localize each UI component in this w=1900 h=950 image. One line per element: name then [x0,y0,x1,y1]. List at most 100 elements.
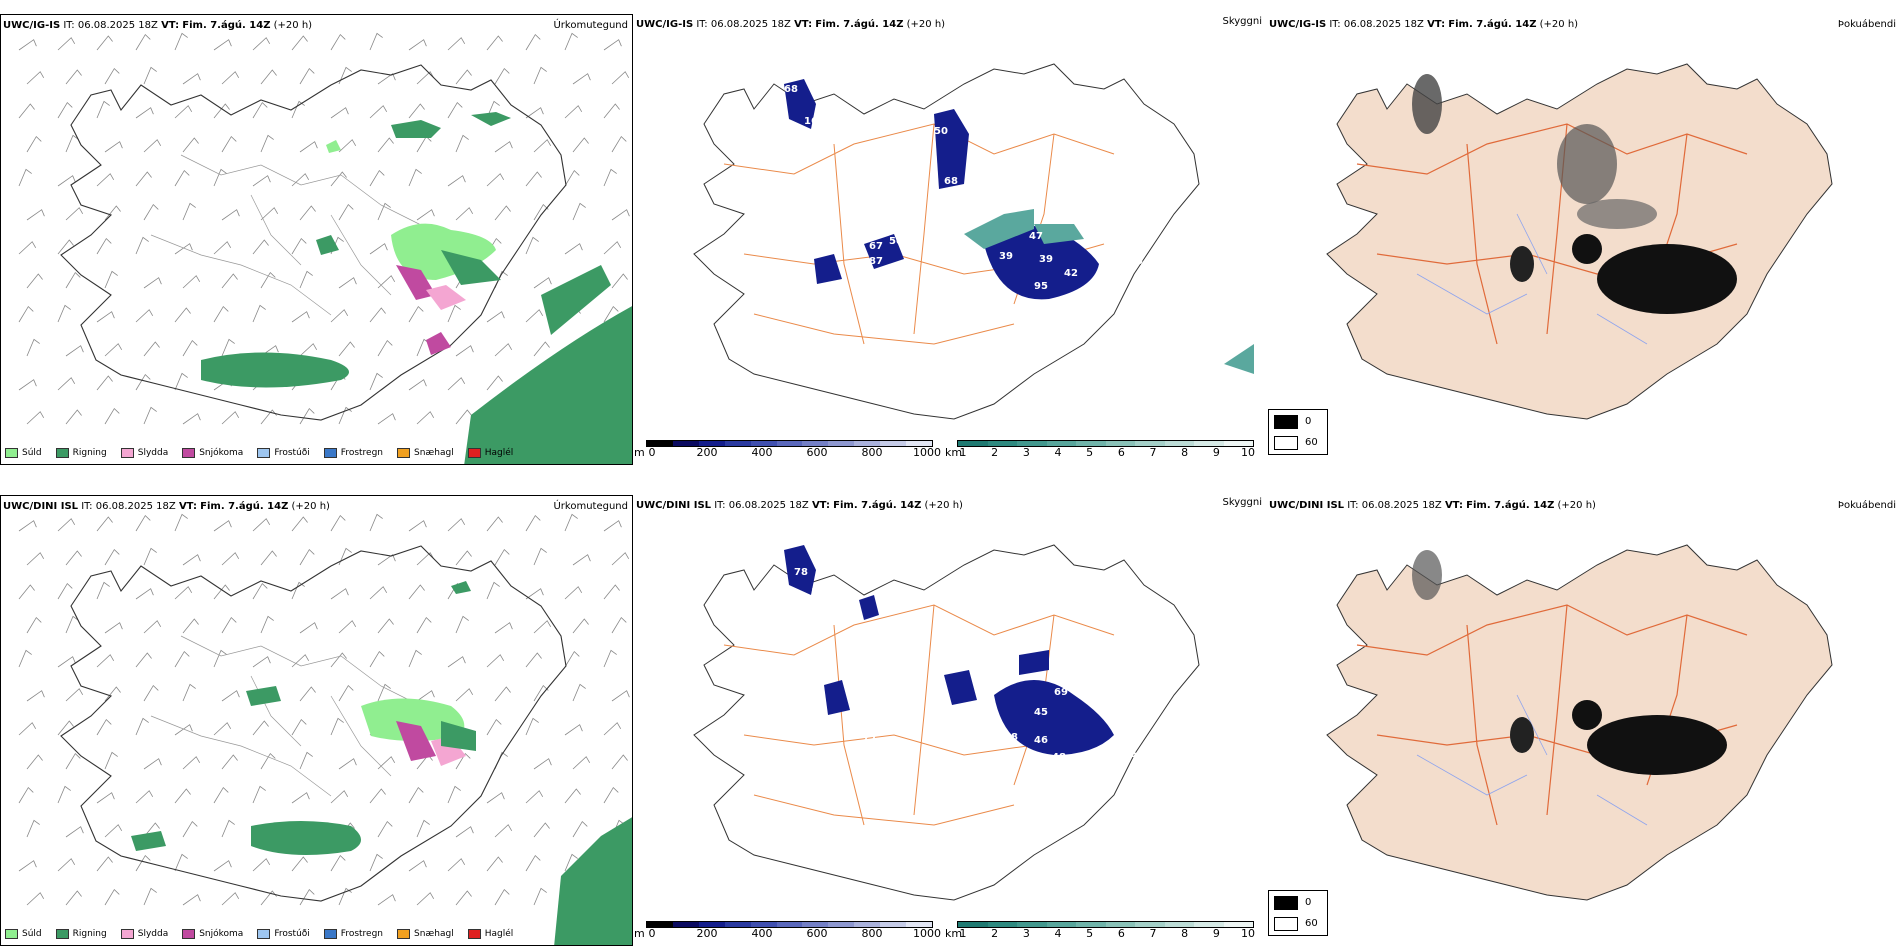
colorbar-segment [854,441,881,446]
wind-barb [65,688,84,702]
wind-barb [65,271,81,289]
wind-barb [486,654,505,668]
wind-barb [533,139,552,153]
wind-barb [377,683,391,702]
wind-barb [174,169,190,187]
wind-barb [486,375,503,391]
colorbar-tick: 9 [1212,446,1220,459]
precip-legend-swatch [182,448,196,458]
colorbar-segment [802,922,829,927]
wind-barb [96,173,115,187]
wind-barb [143,887,157,906]
wind-barb [182,413,201,425]
wind-barb [299,141,318,153]
colorbar-segment [1194,922,1224,927]
wind-barb [330,790,349,804]
wind-barb [330,171,347,187]
colorbar-segment [1223,922,1253,927]
wind-barb [26,273,43,289]
visibility-value-label: 68 [944,176,958,187]
colorbar-tick: 7 [1149,446,1157,459]
colorbar-segment [1135,441,1165,446]
wind-barb [572,683,586,702]
wind-barb [143,406,157,425]
wind-barb [447,656,466,668]
visibility-value-label: 16 [804,116,818,127]
wind-barb [299,622,318,634]
wind-barb [447,304,461,323]
colorbar-tick: 800 [861,927,883,940]
visibility-value-label: 72 [862,734,876,745]
wind-barb [57,518,76,532]
wind-barb [533,887,547,906]
wind-barb [447,785,461,804]
colorbar-segment [1164,922,1194,927]
wind-barb [369,586,388,600]
visibility-patches [784,79,1254,374]
visibility-value-label: 39 [1039,254,1053,265]
wind-barb [26,209,45,221]
panel-title: UWC/IG-IS IT: 06.08.2025 18Z VT: Fim. 7.… [3,20,313,31]
precip-legend-item: Frostregn [323,448,383,458]
wind-barb [299,751,313,770]
fog-legend-top-value: 0 [1305,416,1312,427]
wind-barb [291,173,310,187]
wind-barb [525,588,544,600]
wind-barb [135,790,154,804]
precip-legend-item: Rigning [55,448,107,458]
wind-barb [455,134,469,153]
wind-barb [369,853,383,872]
wind-barb [533,66,547,85]
wind-barb [455,207,474,221]
wind-barb [291,311,310,323]
wind-barb [104,407,120,425]
wind-barb [135,588,154,600]
colorbar-tick: 6 [1117,446,1125,459]
colorbar-segment [828,441,855,446]
wind-barb [174,586,193,600]
colorbar-tick: 0 [648,927,656,940]
colorbar-segment [672,441,699,446]
wind-barb [564,788,581,804]
visibility-value-label: 50 [934,126,948,137]
wind-barb [104,888,120,906]
colorbar-tick: 200 [696,927,718,940]
wind-barb [533,684,549,702]
wind-barb [338,620,357,634]
wind-barb [104,67,120,85]
precip-patches [201,112,632,464]
wind-barb [416,616,432,634]
wind-barb [572,618,589,634]
wind-barb [299,67,315,85]
colorbar-segment [724,922,751,927]
precip-legend-item: Rigning [55,929,107,939]
wind-barb [494,67,510,85]
wind-barb [18,520,37,532]
colorbar-bar [957,440,1254,447]
wind-barb [57,175,76,187]
fog-panel-row1: UWC/IG-IS IT: 06.08.2025 18Z VT: Fim. 7.… [1267,14,1900,465]
wind-barb [603,103,620,119]
wind-barb [377,275,396,289]
colorbar-tick: 8 [1181,446,1189,459]
wind-barb [65,409,82,425]
wind-barb [104,824,123,838]
colorbar-segment [1046,922,1076,927]
wind-barb [26,135,42,153]
visibility-value-label: 78 [794,567,808,578]
wind-barb [338,406,352,425]
wind-barb [65,752,81,770]
wind-barb [494,824,513,838]
wind-barb [603,584,620,600]
wind-barb [369,513,383,532]
precip-legend-item: Snjókoma [182,448,243,458]
wind-barb [18,379,37,391]
wind-barb [221,209,240,221]
visibility-colorbar-km: km 1 2 3 4 5 6 7 8 9 10 [945,921,1260,941]
wind-barb [221,690,240,702]
wind-barb [338,277,357,289]
visibility-value-label: 67 [869,241,883,252]
colorbar-segment [1105,922,1135,927]
panel-name: Þokuábendi [1837,500,1896,511]
wind-barb [143,758,162,770]
